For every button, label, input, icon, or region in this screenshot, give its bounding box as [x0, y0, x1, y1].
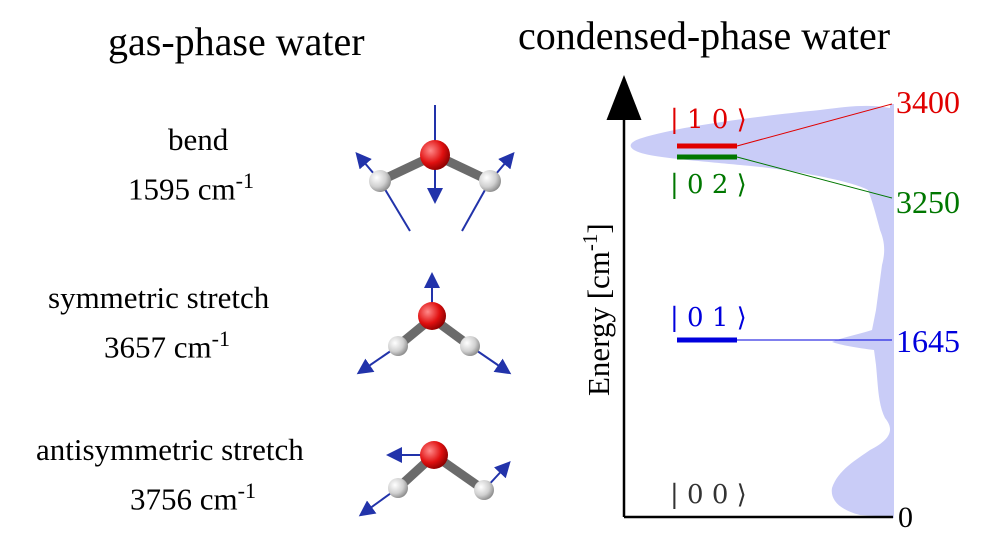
mode-freq-bend: 1595 cm-1: [128, 168, 254, 207]
water-molecule-bend: [355, 105, 515, 232]
connector-3250: [736, 156, 893, 199]
energy-axis-label: Energy [cm-1]: [578, 223, 616, 396]
value-label-1645: 1645: [896, 323, 960, 359]
mode-label-bend: bend: [168, 122, 229, 157]
ket-label-10: | 1 0 ⟩: [670, 105, 747, 135]
water-molecule-antisymmetric-stretch: [358, 441, 511, 517]
ket-label-02: | 0 2 ⟩: [670, 170, 747, 200]
condensed-phase-heading: condensed-phase water: [518, 13, 891, 58]
ket-label-01: | 0 1 ⟩: [670, 303, 747, 333]
mode-label-symmetric: symmetric stretch: [48, 280, 270, 315]
gas-phase-heading: gas-phase water: [108, 19, 365, 64]
value-label-3400: 3400: [896, 84, 960, 120]
mode-freq-antisymmetric: 3756 cm-1: [130, 478, 256, 517]
connector-3400: [736, 103, 893, 147]
water-molecule-symmetric-stretch: [356, 272, 512, 375]
mode-freq-symmetric: 3657 cm-1: [104, 326, 230, 365]
value-label-3250: 3250: [896, 184, 960, 220]
mode-label-antisymmetric: antisymmetric stretch: [36, 432, 304, 467]
zero-label: 0: [898, 501, 913, 534]
ket-label-00: | 0 0 ⟩: [670, 480, 747, 510]
spectrum-shape: [630, 105, 890, 518]
